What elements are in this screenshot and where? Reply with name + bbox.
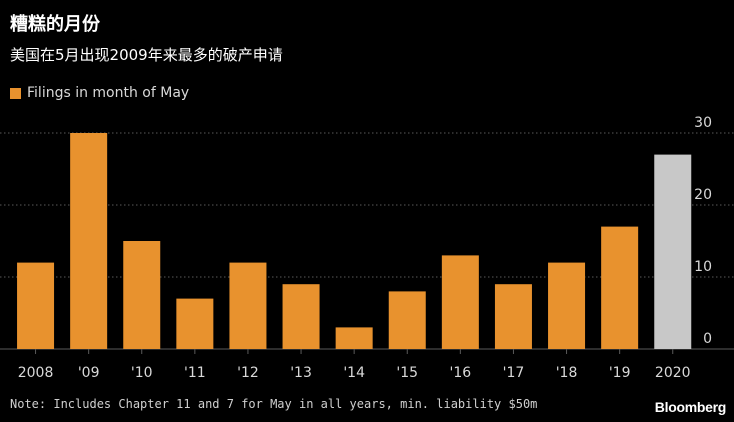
bar (494, 284, 532, 349)
x-tick-label: '12 (237, 365, 259, 381)
bar (17, 262, 55, 349)
y-tick-label: 10 (694, 259, 712, 275)
bar (335, 327, 373, 349)
x-tick-label: '09 (78, 365, 100, 381)
bar (548, 262, 586, 349)
legend-swatch (10, 87, 21, 99)
x-tick-label: '11 (184, 365, 206, 381)
bar (229, 262, 267, 349)
bar (601, 226, 639, 349)
x-tick-label: 2020 (655, 365, 691, 381)
bar (441, 255, 479, 349)
x-tick-label: '19 (609, 365, 631, 381)
x-tick-label: '18 (556, 365, 578, 381)
bar (70, 133, 108, 349)
legend-label: Filings in month of May (27, 85, 190, 101)
x-tick-label: '15 (396, 365, 418, 381)
x-tick-label: '17 (503, 365, 525, 381)
chart-title: 糟糕的月份 (10, 14, 100, 35)
y-tick-label: 20 (694, 187, 712, 203)
bar (123, 241, 161, 349)
bar (176, 298, 214, 349)
bar (282, 284, 320, 349)
x-tick-label: '16 (450, 365, 472, 381)
x-tick-label: '10 (131, 365, 153, 381)
chart-subtitle: 美国在5月出现2009年来最多的破产申请 (10, 46, 283, 64)
y-tick-label: 0 (703, 331, 712, 347)
y-tick-label: 30 (694, 115, 712, 131)
x-tick-label: '13 (290, 365, 312, 381)
chart-note: Note: Includes Chapter 11 and 7 for May … (10, 397, 538, 411)
brand-logo: Bloomberg (654, 399, 727, 415)
bar (388, 291, 426, 349)
bar (654, 154, 692, 349)
x-tick-label: 2008 (18, 365, 54, 381)
legend: Filings in month of May (10, 85, 189, 101)
x-tick-label: '14 (343, 365, 365, 381)
